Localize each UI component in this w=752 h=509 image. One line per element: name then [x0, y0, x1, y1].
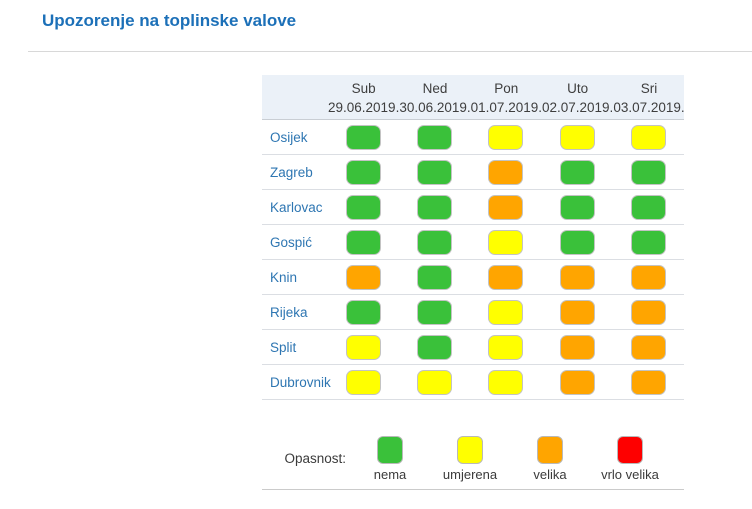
legend: Opasnost: nema umjerena velika vrlo veli… — [262, 436, 684, 490]
warning-cell — [417, 369, 453, 395]
city-label: Rijeka — [270, 304, 308, 320]
warning-cell — [559, 334, 595, 360]
day-date: 03.07.2019. — [613, 100, 685, 115]
city-label: Split — [270, 339, 297, 355]
day-name: Sri — [640, 81, 658, 96]
legend-swatch-orange — [537, 436, 563, 464]
legend-item-velika: velika — [510, 436, 590, 482]
warning-cell — [346, 299, 382, 325]
warning-cell — [630, 229, 666, 255]
legend-title: Opasnost: — [284, 451, 346, 466]
table-row-zagreb: Zagreb — [262, 155, 684, 190]
warning-cell — [488, 194, 524, 220]
warning-cell — [417, 194, 453, 220]
day-header-pon: Pon 01.07.2019. — [471, 75, 542, 119]
warning-cell — [488, 159, 524, 185]
legend-item-nema: nema — [350, 436, 430, 482]
day-name: Uto — [567, 81, 589, 96]
table-row-split: Split — [262, 330, 684, 365]
table-header: Sub 29.06.2019. Ned 30.06.2019. Pon 01.0… — [262, 75, 685, 120]
legend-items: nema umjerena velika vrlo velika — [350, 436, 670, 482]
warning-cell — [346, 264, 382, 290]
warning-cell — [559, 299, 595, 325]
warning-cell — [488, 124, 524, 150]
day-name: Sub — [351, 81, 376, 96]
legend-item-label: velika — [533, 467, 567, 482]
day-name: Pon — [494, 81, 519, 96]
warning-table: Sub 29.06.2019. Ned 30.06.2019. Pon 01.0… — [262, 75, 685, 490]
warning-cell — [346, 194, 382, 220]
day-header-uto: Uto 02.07.2019. — [542, 75, 613, 119]
table-row-osijek: Osijek — [262, 120, 684, 155]
table-row-gospic: Gospić — [262, 225, 684, 260]
warning-cell — [559, 124, 595, 150]
warning-cell — [559, 264, 595, 290]
table-row-dubrovnik: Dubrovnik — [262, 365, 684, 400]
table-row-knin: Knin — [262, 260, 684, 295]
warning-cell — [417, 124, 453, 150]
legend-item-vrlo-velika: vrlo velika — [590, 436, 670, 482]
legend-item-label: vrlo velika — [601, 467, 659, 482]
table-row-karlovac: Karlovac — [262, 190, 684, 225]
warning-cell — [630, 299, 666, 325]
legend-item-umjerena: umjerena — [430, 436, 510, 482]
legend-swatch-green — [377, 436, 403, 464]
warning-cell — [417, 299, 453, 325]
warning-cell — [630, 194, 666, 220]
city-label: Gospić — [270, 234, 313, 250]
city-label: Karlovac — [270, 199, 323, 215]
warning-cell — [488, 229, 524, 255]
title-divider — [28, 51, 752, 52]
city-label: Osijek — [270, 129, 308, 145]
warning-cell — [559, 159, 595, 185]
warning-cell — [630, 334, 666, 360]
warning-cell — [559, 369, 595, 395]
warning-cell — [630, 124, 666, 150]
day-header-sub: Sub 29.06.2019. — [328, 75, 399, 119]
warning-cell — [346, 124, 382, 150]
warning-cell — [346, 159, 382, 185]
warning-cell — [417, 334, 453, 360]
legend-item-label: nema — [373, 467, 407, 482]
table-row-rijeka: Rijeka — [262, 295, 684, 330]
city-label: Knin — [270, 269, 298, 285]
warning-cell — [346, 229, 382, 255]
warning-cell — [346, 334, 382, 360]
day-header-ned: Ned 30.06.2019. — [399, 75, 470, 119]
city-label: Zagreb — [270, 164, 313, 180]
warning-cell — [630, 369, 666, 395]
warning-cell — [346, 369, 382, 395]
warning-cell — [559, 229, 595, 255]
day-date: 29.06.2019. — [328, 100, 400, 115]
warning-cell — [488, 299, 524, 325]
warning-cell — [417, 159, 453, 185]
warning-cell — [417, 264, 453, 290]
warning-cell — [488, 369, 524, 395]
day-name: Ned — [422, 81, 448, 96]
day-date: 30.06.2019. — [399, 100, 471, 115]
city-label: Dubrovnik — [270, 374, 331, 390]
day-header-sri: Sri 03.07.2019. — [613, 75, 684, 119]
day-date: 02.07.2019. — [541, 100, 614, 115]
warning-cell — [488, 264, 524, 290]
warning-cell — [630, 159, 666, 185]
warning-cell — [417, 229, 453, 255]
warning-cell — [630, 264, 666, 290]
warning-cell — [559, 194, 595, 220]
legend-swatch-red — [617, 436, 643, 464]
day-date: 01.07.2019. — [470, 100, 542, 115]
legend-swatch-yellow — [457, 436, 483, 464]
warning-cell — [488, 334, 524, 360]
page-title: Upozorenje na toplinske valove — [42, 11, 297, 30]
corner-cell — [262, 75, 328, 119]
legend-item-label: umjerena — [442, 467, 498, 482]
